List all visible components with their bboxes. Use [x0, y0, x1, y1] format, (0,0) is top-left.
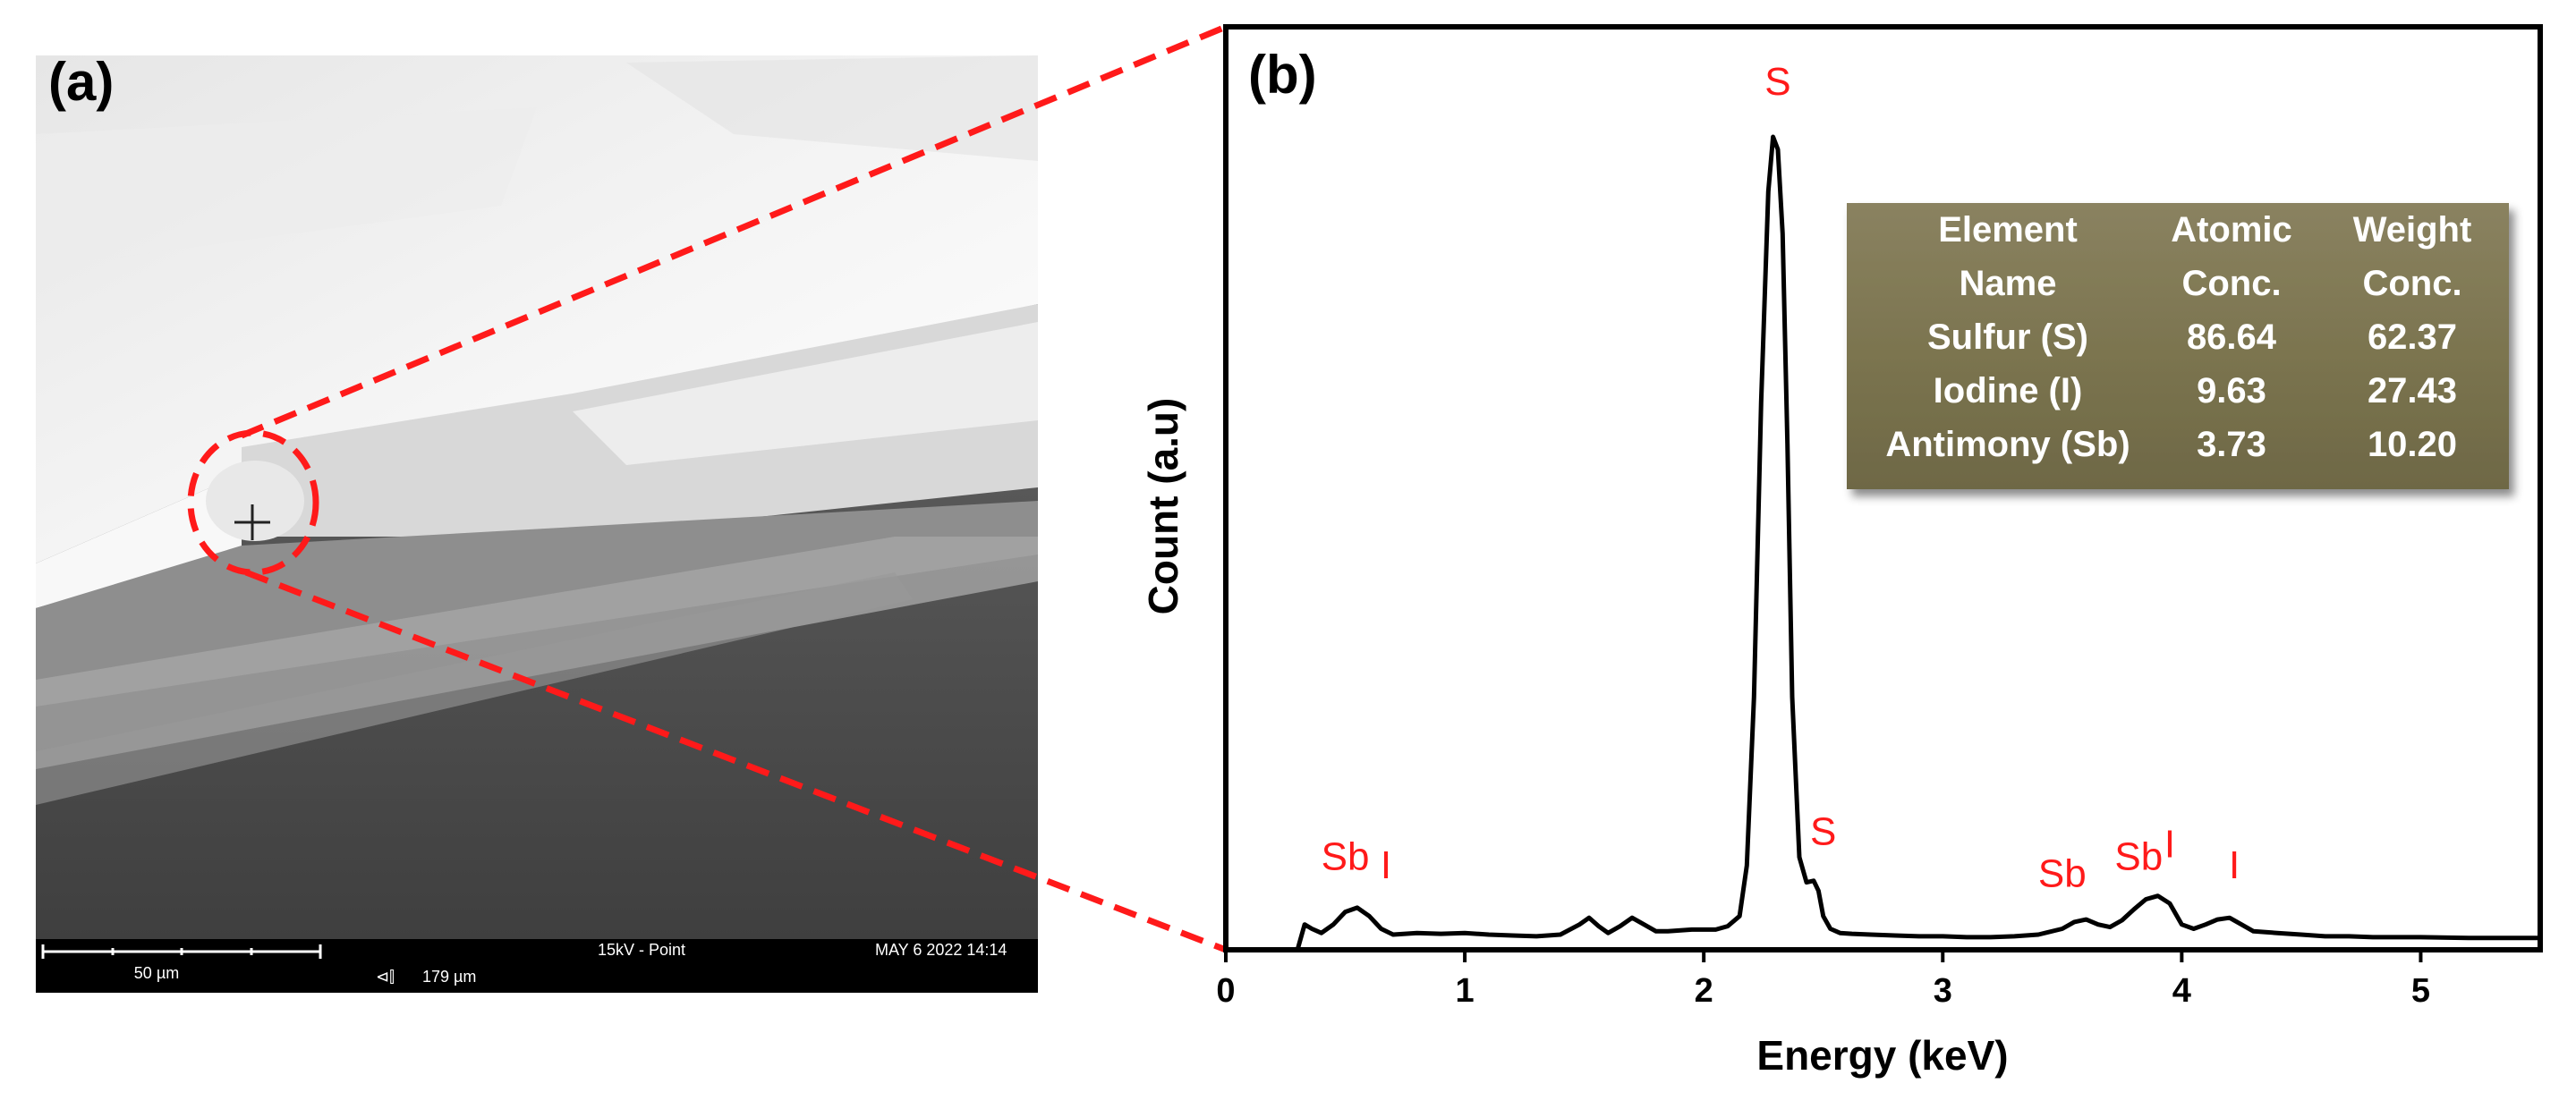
sem-micrograph	[36, 55, 1038, 993]
peak-label: Sb	[1322, 835, 1370, 879]
composition-table-bg	[1847, 203, 2509, 489]
x-tick-label: 1	[1456, 972, 1475, 1010]
sem-hfw-icon: ⊲⫿	[376, 968, 395, 986]
peak-label: Sb	[2038, 851, 2087, 895]
table-cell: 9.63	[2197, 371, 2266, 411]
spectrum-line	[1295, 134, 2540, 951]
peak-label: S	[1810, 809, 1836, 853]
sem-scale-label: 50 µm	[134, 964, 179, 982]
x-tick-label: 5	[2411, 972, 2430, 1010]
table-cell: Antimony (Sb)	[1885, 425, 2130, 464]
peak-label: I	[2229, 843, 2240, 887]
peak-label: S	[1764, 60, 1790, 104]
zoom-circle	[187, 429, 319, 576]
x-axis-ticks: 0 1 2 3 4 5	[1216, 950, 2430, 1010]
table-header-cell: Element	[1938, 210, 2078, 250]
table-cell: 3.73	[2197, 425, 2266, 464]
table-header-cell: Name	[1960, 264, 2057, 303]
zoom-line-bottom	[244, 569, 1228, 953]
sem-date-label: MAY 6 2022 14:14	[875, 941, 1007, 959]
table-cell: 27.43	[2368, 371, 2457, 411]
sem-info-bar	[36, 939, 1038, 993]
table-cell: 10.20	[2368, 425, 2457, 464]
sem-scale-bar	[41, 944, 322, 959]
analysis-point-crosshair	[234, 504, 270, 540]
table-cell: 86.64	[2187, 317, 2277, 357]
sem-mode-label: 15kV - Point	[598, 941, 685, 959]
sem-image-panel: 50 µm ⊲⫿ 179 µm 15kV - Point MAY 6 2022 …	[36, 52, 1038, 993]
panel-a-label: (a)	[48, 52, 114, 112]
x-tick-label: 3	[1934, 972, 1952, 1010]
composition-table: Element Name Atomic Conc. Weight Conc. Sulfur …	[1847, 203, 2509, 489]
y-axis-title: Count (a.u)	[1140, 398, 1186, 615]
x-tick-label: 0	[1216, 972, 1235, 1010]
table-cell: Sulfur (S)	[1927, 317, 2088, 357]
sem-hfw-label: 179 µm	[422, 968, 476, 986]
peak-label: Sb	[2114, 835, 2163, 879]
zoom-highlight	[187, 23, 1228, 953]
table-header-cell: Conc.	[2362, 264, 2461, 303]
table-cell: Iodine (I)	[1934, 371, 2083, 411]
table-cell: 62.37	[2368, 317, 2457, 357]
panel-b-label: (b)	[1248, 45, 1317, 105]
table-header-cell: Weight	[2353, 210, 2472, 250]
x-tick-label: 4	[2172, 972, 2191, 1010]
peak-label: I	[1381, 843, 1391, 887]
table-header-cell: Conc.	[2181, 264, 2281, 303]
x-tick-label: 2	[1695, 972, 1713, 1010]
table-header-cell: Atomic	[2171, 210, 2292, 250]
peak-label: I	[2164, 823, 2175, 867]
x-axis-title: Energy (keV)	[1756, 1032, 2008, 1079]
